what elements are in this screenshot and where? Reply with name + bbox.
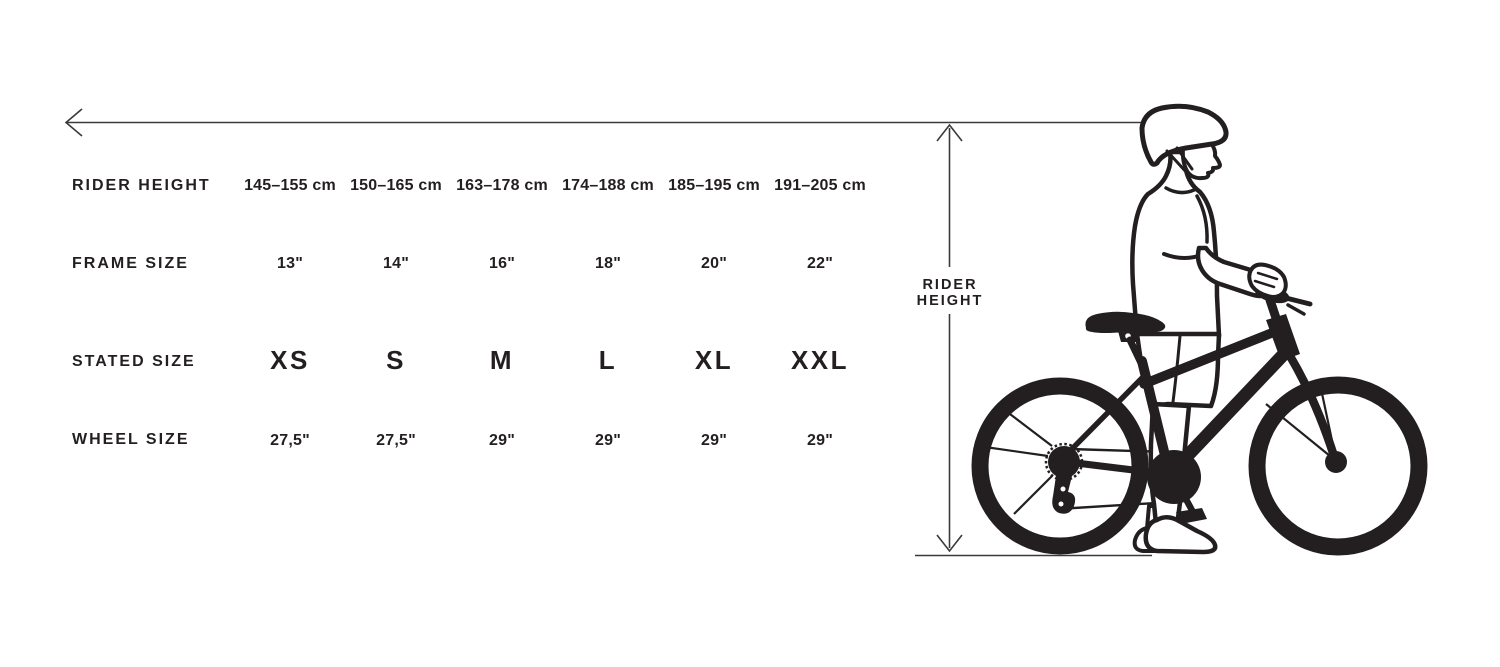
- up-arrowhead-icon: [936, 123, 963, 142]
- bike-frame: [1085, 284, 1347, 524]
- head-tube: [1266, 314, 1300, 361]
- frame-size-value: 20": [701, 255, 727, 272]
- rear-derailleur: [1052, 476, 1076, 514]
- finger-line: [1253, 279, 1276, 289]
- shirt-armhole-seam: [1195, 194, 1209, 244]
- pedal: [1176, 508, 1207, 524]
- jockey-wheel: [1058, 501, 1064, 507]
- spokes: [977, 383, 1336, 515]
- down-tube: [1165, 347, 1291, 479]
- fork: [1285, 351, 1339, 461]
- frame-size-value: 14": [383, 255, 409, 272]
- wheel-size-value: 27,5": [376, 432, 416, 449]
- cassette: [1048, 446, 1080, 478]
- dimension-lines: [64, 108, 1152, 557]
- seatpost: [1126, 336, 1145, 367]
- rider-height-value: 191–205 cm: [774, 177, 866, 194]
- wheel-size-values-row: 27,5" 27,5" 29" 29" 29" 29": [237, 432, 873, 450]
- rider-height-dimension-label-line2: HEIGHT: [916, 293, 984, 309]
- bike-wheels: [971, 376, 1428, 556]
- wheel-size-value: 27,5": [270, 432, 310, 449]
- left-arrowhead-icon: [64, 108, 83, 137]
- brake-lever: [1286, 303, 1306, 316]
- wheel-size-value: 29": [807, 432, 833, 449]
- crank-arm: [1170, 473, 1198, 518]
- stated-size-value: XXL: [790, 345, 850, 375]
- helmet-strap: [1165, 149, 1189, 175]
- frame-size-value: 18": [595, 255, 621, 272]
- rider-height-value: 145–155 cm: [244, 177, 336, 194]
- wheel-size-value: 29": [489, 432, 515, 449]
- shirt-collar: [1164, 186, 1196, 195]
- frame-size-value: 22": [807, 255, 833, 272]
- wheel-size-value: 29": [595, 432, 621, 449]
- saddle: [1085, 311, 1166, 334]
- rider-height-dimension-label: RIDER HEIGHT: [896, 277, 1004, 309]
- stated-size-value: L: [598, 345, 618, 375]
- jockey-wheel: [1060, 486, 1066, 492]
- rider-height-value: 163–178 cm: [456, 177, 548, 194]
- wheel-size-value: 29": [701, 432, 727, 449]
- rider-height-values-row: 145–155 cm 150–165 cm 163–178 cm 174–188…: [237, 177, 873, 195]
- torso: [1130, 149, 1222, 339]
- finger-line: [1256, 271, 1279, 281]
- row-label-frame-size: FRAME SIZE: [72, 255, 189, 272]
- hand-on-grip: [1247, 262, 1288, 299]
- row-label-stated-size: STATED SIZE: [72, 353, 196, 370]
- near-shoe: [1143, 515, 1218, 555]
- frame-size-value: 13": [277, 255, 303, 272]
- front-hub: [1325, 451, 1347, 473]
- frame-size-value: 16": [489, 255, 515, 272]
- stated-size-value: M: [489, 345, 515, 375]
- handlebar-end: [1283, 295, 1313, 307]
- rider-height-value: 174–188 cm: [562, 177, 654, 194]
- stated-size-values-row: XS S M L XL XXL: [237, 345, 873, 376]
- down-arrowhead-icon: [936, 534, 963, 553]
- helmet: [1139, 103, 1229, 167]
- stated-size-value: S: [386, 345, 406, 375]
- rider-height-value: 185–195 cm: [668, 177, 760, 194]
- front-wheel: [1248, 376, 1428, 556]
- frame-size-values-row: 13" 14" 16" 18" 20" 22": [237, 255, 873, 273]
- row-label-wheel-size: WHEEL SIZE: [72, 431, 190, 448]
- row-label-rider-height: RIDER HEIGHT: [72, 177, 211, 194]
- helmet-strap: [1175, 146, 1194, 171]
- stated-size-value: XS: [270, 345, 310, 375]
- top-tube: [1139, 325, 1284, 389]
- rider-height-value: 150–165 cm: [350, 177, 442, 194]
- rider-height-dimension-label-line1: RIDER: [922, 277, 978, 293]
- stem: [1265, 295, 1281, 323]
- stated-size-value: XL: [694, 345, 734, 375]
- seatstay: [1062, 372, 1148, 459]
- rear-wheel: [971, 377, 1149, 555]
